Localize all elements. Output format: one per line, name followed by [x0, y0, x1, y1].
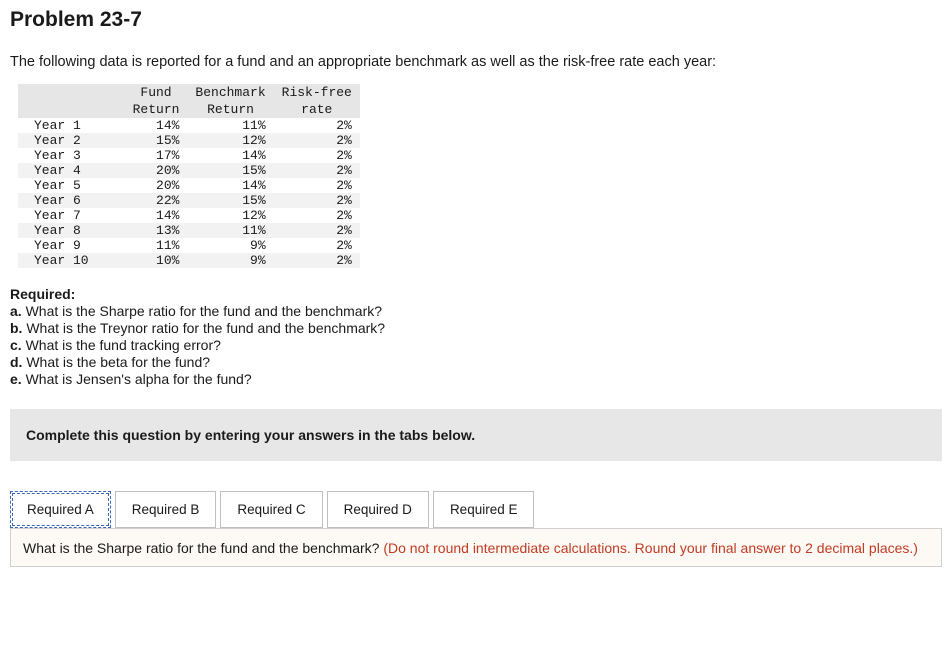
req-text: What is the fund tracking error? [26, 337, 221, 353]
cell-label: Year 5 [18, 178, 125, 193]
required-item: c. What is the fund tracking error? [10, 337, 942, 353]
cell-rf: 2% [274, 208, 360, 223]
required-heading: Required: [10, 286, 75, 302]
table-row: Year 714%12%2% [18, 208, 360, 223]
table-header-row-1: Fund Benchmark Risk-free [18, 84, 360, 101]
cell-rf: 2% [274, 238, 360, 253]
col-benchmark-2: Return [187, 101, 273, 118]
required-item: e. What is Jensen's alpha for the fund? [10, 371, 942, 387]
req-text: What is the Sharpe ratio for the fund an… [26, 303, 382, 319]
intro-text: The following data is reported for a fun… [10, 54, 942, 70]
cell-bench: 9% [187, 253, 273, 268]
cell-bench: 12% [187, 208, 273, 223]
col-benchmark: Benchmark [187, 84, 273, 101]
data-table: Fund Benchmark Risk-free Return Return r… [18, 84, 360, 268]
cell-rf: 2% [274, 178, 360, 193]
cell-rf: 2% [274, 163, 360, 178]
cell-bench: 11% [187, 223, 273, 238]
req-text: What is Jensen's alpha for the fund? [26, 371, 252, 387]
col-riskfree-2: rate [274, 101, 360, 118]
cell-rf: 2% [274, 193, 360, 208]
req-letter: c. [10, 337, 22, 353]
table-row: Year 215%12%2% [18, 133, 360, 148]
cell-label: Year 7 [18, 208, 125, 223]
cell-bench: 9% [187, 238, 273, 253]
cell-bench: 12% [187, 133, 273, 148]
cell-bench: 14% [187, 148, 273, 163]
required-item: a. What is the Sharpe ratio for the fund… [10, 303, 942, 319]
table-row: Year 520%14%2% [18, 178, 360, 193]
table-row: Year 420%15%2% [18, 163, 360, 178]
cell-fund: 15% [125, 133, 188, 148]
table-row: Year 911%9%2% [18, 238, 360, 253]
cell-label: Year 1 [18, 118, 125, 133]
tabs-row: Required A Required B Required C Require… [10, 491, 942, 528]
tab-required-a[interactable]: Required A [10, 491, 111, 528]
cell-rf: 2% [274, 223, 360, 238]
question-hint: (Do not round intermediate calculations.… [383, 540, 918, 556]
table-header-row-2: Return Return rate [18, 101, 360, 118]
cell-label: Year 9 [18, 238, 125, 253]
tab-required-d[interactable]: Required D [327, 491, 429, 528]
question-text: What is the Sharpe ratio for the fund an… [23, 540, 383, 556]
cell-label: Year 8 [18, 223, 125, 238]
cell-rf: 2% [274, 133, 360, 148]
cell-rf: 2% [274, 253, 360, 268]
cell-fund: 10% [125, 253, 188, 268]
cell-bench: 14% [187, 178, 273, 193]
cell-fund: 17% [125, 148, 188, 163]
cell-rf: 2% [274, 118, 360, 133]
cell-label: Year 10 [18, 253, 125, 268]
col-fund-2: Return [125, 101, 188, 118]
cell-label: Year 3 [18, 148, 125, 163]
col-fund: Fund [125, 84, 188, 101]
tab-required-b[interactable]: Required B [115, 491, 217, 528]
table-row: Year 1010%9%2% [18, 253, 360, 268]
cell-label: Year 2 [18, 133, 125, 148]
required-item: b. What is the Treynor ratio for the fun… [10, 320, 942, 336]
table-row: Year 622%15%2% [18, 193, 360, 208]
cell-fund: 11% [125, 238, 188, 253]
cell-bench: 15% [187, 163, 273, 178]
table-row: Year 317%14%2% [18, 148, 360, 163]
tab-required-c[interactable]: Required C [220, 491, 322, 528]
required-item: d. What is the beta for the fund? [10, 354, 942, 370]
req-letter: a. [10, 303, 22, 319]
cell-fund: 22% [125, 193, 188, 208]
table-row: Year 813%11%2% [18, 223, 360, 238]
question-panel: What is the Sharpe ratio for the fund an… [10, 528, 942, 567]
col-blank-2 [18, 101, 125, 118]
req-letter: e. [10, 371, 22, 387]
col-riskfree: Risk-free [274, 84, 360, 101]
table-row: Year 114%11%2% [18, 118, 360, 133]
cell-rf: 2% [274, 148, 360, 163]
col-blank [18, 84, 125, 101]
cell-fund: 13% [125, 223, 188, 238]
instruction-box: Complete this question by entering your … [10, 409, 942, 461]
cell-label: Year 6 [18, 193, 125, 208]
req-text: What is the Treynor ratio for the fund a… [26, 320, 385, 336]
required-block: Required: a. What is the Sharpe ratio fo… [10, 286, 942, 387]
cell-bench: 15% [187, 193, 273, 208]
cell-fund: 20% [125, 178, 188, 193]
cell-label: Year 4 [18, 163, 125, 178]
req-letter: d. [10, 354, 22, 370]
req-letter: b. [10, 320, 22, 336]
cell-fund: 14% [125, 208, 188, 223]
cell-fund: 14% [125, 118, 188, 133]
cell-fund: 20% [125, 163, 188, 178]
req-text: What is the beta for the fund? [26, 354, 210, 370]
tab-required-e[interactable]: Required E [433, 491, 535, 528]
problem-title: Problem 23-7 [10, 8, 942, 32]
cell-bench: 11% [187, 118, 273, 133]
